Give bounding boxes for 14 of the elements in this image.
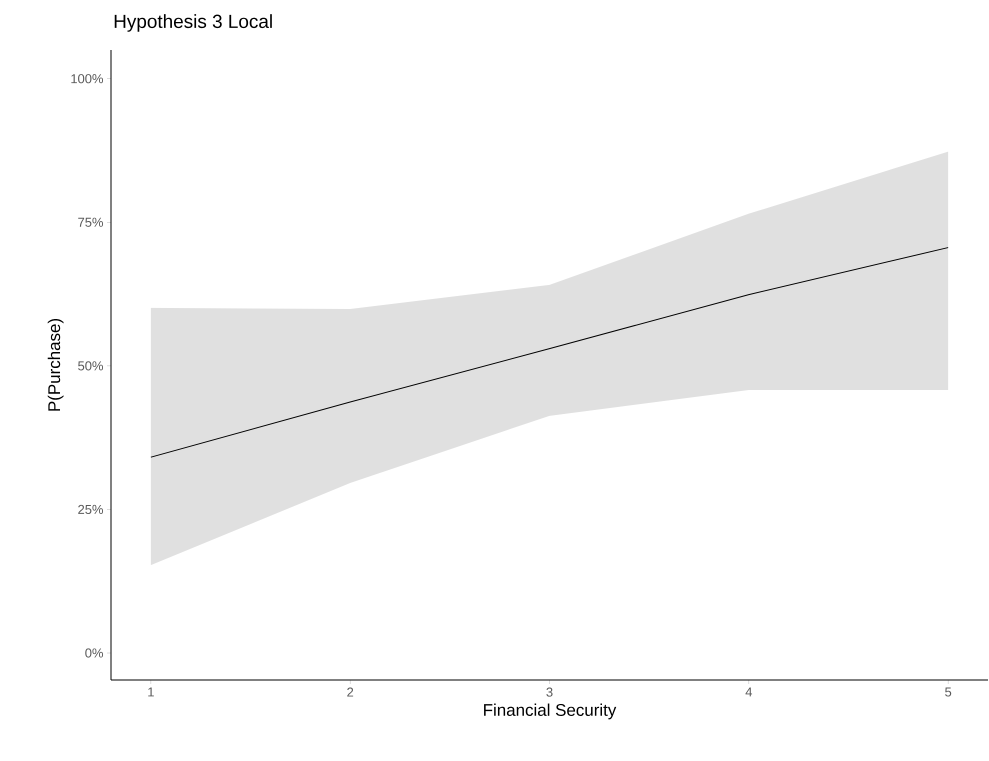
line-series — [150, 247, 949, 458]
y-tick-label: 100% — [71, 74, 104, 84]
y-axis-title: P(Purchase) — [48, 318, 64, 411]
x-tick-label: 5 — [945, 688, 952, 697]
x-tick-label: 2 — [347, 688, 354, 697]
x-axis-title: Financial Security — [484, 704, 616, 720]
x-tick-label: 3 — [546, 688, 553, 697]
x-tick-label: 1 — [148, 688, 154, 696]
y-tick-label: 50% — [78, 361, 104, 370]
y-tick-label: 0% — [85, 648, 104, 658]
y-tick-label: 25% — [78, 504, 104, 514]
chart-title: Hypothesis 3 Local — [114, 14, 272, 32]
y-tick-label: 75% — [78, 218, 104, 227]
x-tick-label: 4 — [746, 688, 752, 696]
